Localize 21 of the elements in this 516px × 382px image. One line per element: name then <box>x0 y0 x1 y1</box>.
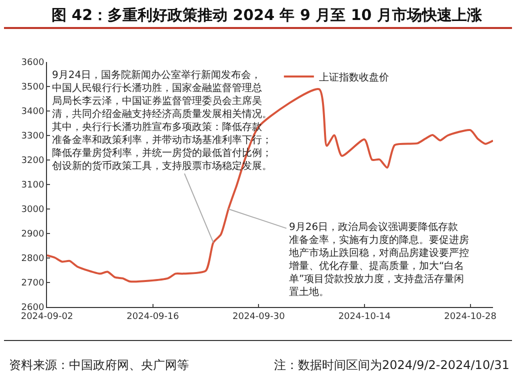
x-tick-label: 2024-10-14 <box>338 312 391 322</box>
chart-title: 图 42：多重利好政策推动 2024 年 9 月至 10 月市场快速上涨 <box>51 6 483 24</box>
x-tick-label: 2024-09-02 <box>20 312 74 322</box>
text: 注：数据时间区间为2024/9/2-2024/10/31 <box>274 358 510 372</box>
text: 资料来源：中国政府网、央广网等 <box>9 358 189 372</box>
y-tick-label: 3200 <box>21 156 44 166</box>
y-tick-label: 3100 <box>21 180 44 191</box>
x-tick-label: 2024-09-16 <box>126 312 180 322</box>
x-tick-label: 2024-09-30 <box>232 312 286 322</box>
annotation: 9月26日，政治局会议强调要降低存款准备金率，实施有力度的降息。要促进房地产市场止跌回稳，对商品房建设要严控增量、优化存量、提高质量，加大“白名单”项目贷款投放力度，支持盘活存量闲置土地。 <box>288 221 469 298</box>
y-tick-label: 2800 <box>21 254 44 264</box>
legend-label: 上证指数收盘价 <box>318 71 389 84</box>
y-tick-label: 3600 <box>21 58 44 68</box>
y-tick-label: 2700 <box>21 278 44 289</box>
y-tick-label: 2900 <box>21 230 44 240</box>
y-tick-label: 2600 <box>21 303 44 314</box>
y-tick-label: 3400 <box>21 107 44 118</box>
y-tick-label: 3500 <box>21 82 44 93</box>
y-tick-label: 3000 <box>21 205 44 216</box>
x-tick-label: 2024-10-28 <box>444 312 497 322</box>
y-tick-label: 3300 <box>21 132 44 142</box>
